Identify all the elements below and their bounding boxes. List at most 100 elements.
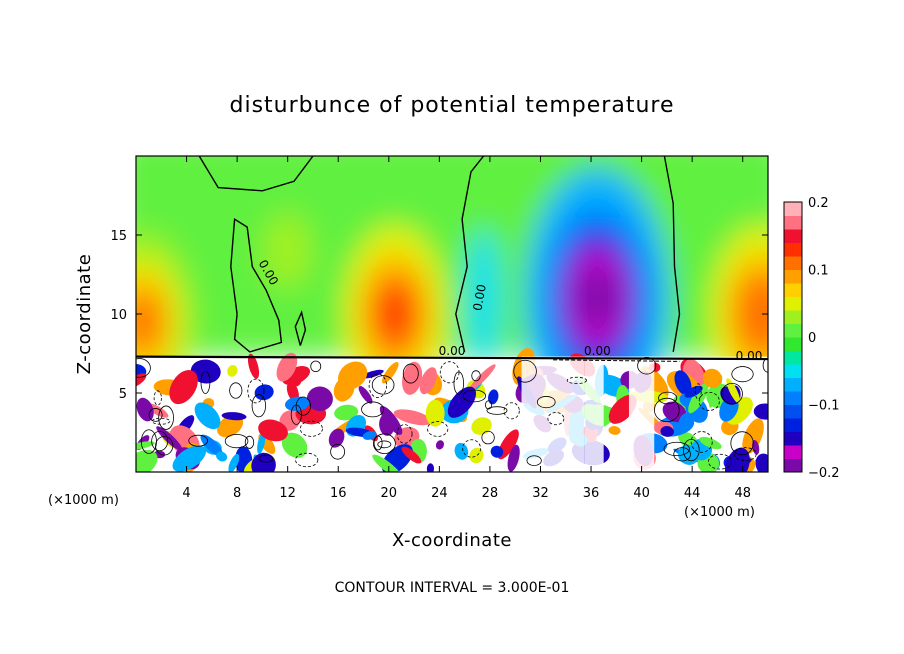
contour-label-1: 0.00	[470, 283, 488, 312]
x-tick-label: 40	[633, 486, 650, 501]
turbulent-cell-102	[419, 367, 437, 395]
colorbar-segment	[784, 337, 802, 351]
contour-swirl-5	[698, 391, 720, 411]
contour-swirl-32	[513, 359, 537, 383]
chart-title: disturbunce of potential temperature	[230, 93, 675, 118]
turbulent-cell-143	[221, 412, 247, 421]
turbulent-cell-91	[755, 453, 768, 472]
contour-swirl-11	[673, 447, 691, 462]
contour-swirl-7	[427, 421, 449, 437]
zero-contour-2	[455, 156, 485, 353]
contour-swirl-23	[471, 370, 481, 382]
turbulent-cell-116	[688, 382, 709, 414]
contour-label-3: 0.00	[584, 344, 611, 358]
turbulent-cell-58	[281, 432, 308, 458]
contour-swirl-47	[371, 375, 395, 395]
anomaly-band-3-1	[136, 296, 160, 347]
colorbar-segment	[784, 256, 802, 270]
x-tick-label: 32	[532, 486, 549, 501]
calm-column-0	[521, 356, 585, 472]
contour-swirl-19	[151, 430, 169, 452]
contour-swirl-20	[361, 401, 385, 418]
turbulent-cell-118	[200, 434, 223, 457]
contour-swirl-28	[402, 363, 419, 384]
x-tick-label: 20	[381, 486, 398, 501]
colorbar-segment	[784, 418, 802, 432]
x-tick-label: 8	[233, 486, 241, 501]
calm-column-2	[628, 356, 655, 472]
contour-label-4: 0.00	[736, 349, 763, 363]
colorbar-segment	[784, 458, 802, 473]
turbulent-cell-84	[490, 445, 504, 458]
contour-swirl-59	[372, 433, 396, 454]
contour-swirl-12	[229, 382, 243, 399]
zero-contour-4	[294, 310, 307, 346]
turbulent-cell-168	[258, 419, 288, 442]
anomaly-band-4-1	[270, 225, 305, 276]
turbulent-cell-159	[660, 426, 674, 437]
turbulent-cell-149	[425, 399, 445, 427]
contour-swirl-2	[188, 434, 208, 447]
colorbar-segment	[784, 215, 802, 230]
contour-swirl-36	[637, 356, 657, 375]
y-axis: 5 10 15	[110, 229, 768, 402]
turbulent-cell-53	[372, 454, 402, 472]
turbulent-cell-98	[257, 432, 266, 454]
colorbar-segment	[784, 229, 802, 243]
contour-swirl-13	[153, 390, 162, 406]
turbulent-cell-126	[468, 364, 496, 392]
contour-swirl-53	[708, 453, 733, 470]
colorbar-segment	[784, 296, 802, 311]
contour-swirl-56	[136, 358, 151, 378]
contour-swirl-51	[730, 431, 754, 456]
zero-contour-1	[230, 217, 283, 353]
anomaly-band-1-1	[378, 289, 413, 339]
colorbar-segment	[784, 431, 802, 446]
contour-swirl-14	[155, 436, 174, 456]
contour-swirl-34	[368, 373, 387, 398]
turbulent-cell-57	[507, 444, 520, 472]
turbulent-cell-72	[381, 361, 399, 384]
contour-swirl-44	[439, 361, 460, 384]
interface-dashed	[553, 359, 680, 362]
turbulent-cell-33	[169, 369, 198, 405]
turbulent-cell-25	[286, 381, 299, 402]
x-tick-label: 16	[330, 486, 347, 501]
contour-swirl-46	[486, 406, 508, 415]
contour-swirl-24	[295, 396, 311, 416]
turbulent-cell-151	[752, 439, 760, 455]
contour-swirl-26	[200, 370, 211, 394]
turbulent-cell-155	[699, 436, 722, 450]
turbulent-cell-87	[379, 405, 403, 435]
contour-swirl-57	[377, 440, 392, 449]
x-tick-label: 4	[182, 486, 190, 501]
turbulent-cell-156	[284, 396, 310, 412]
contour-swirl-8	[731, 366, 754, 383]
turbulent-cell-131	[247, 353, 260, 379]
x-axis: 4 8 12 16 20 24 28 32 36 40 44 48	[182, 156, 751, 501]
contour-swirl-30	[373, 435, 383, 451]
upper-field-base	[136, 156, 768, 357]
contour-swirl-10	[721, 382, 743, 405]
zero-contour-0	[198, 156, 314, 192]
turbulent-cell-10	[334, 404, 359, 421]
turbulent-cell-97	[742, 418, 764, 455]
turbulent-cell-46	[393, 409, 432, 426]
y-axis-title: Z-coordinate	[74, 254, 95, 375]
contour-swirl-55	[396, 424, 413, 444]
y-tick-label: 10	[110, 308, 127, 323]
turbulent-cell-120	[471, 417, 492, 435]
contour-swirl-4	[295, 452, 319, 468]
x-tick-label: 28	[482, 486, 499, 501]
anomaly-band-0-1	[577, 266, 618, 330]
contour-lines	[136, 156, 768, 470]
turbulent-cell-31	[608, 426, 621, 435]
contour-swirl-42	[481, 430, 495, 445]
turbulent-cell-19	[360, 369, 384, 379]
calm-column-1	[584, 356, 604, 472]
turbulent-cell-39	[227, 364, 238, 377]
colorbar-tick-label: 0.1	[808, 264, 829, 279]
turbulent-cell-158	[469, 447, 484, 464]
x-tick-label: 24	[431, 486, 448, 501]
